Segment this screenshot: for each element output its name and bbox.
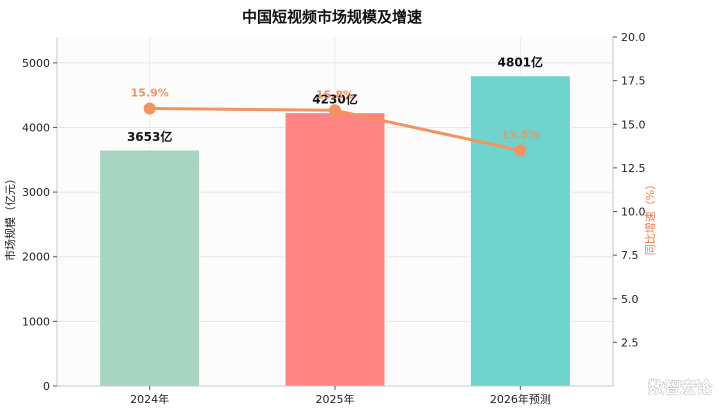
y2-tick-label-4: 12.5 <box>621 162 646 175</box>
bar-value-labels: 3653亿 4230亿 4801亿 <box>127 55 543 144</box>
y2-tick-label-3: 10.0 <box>621 206 646 219</box>
chart-title: 中国短视频市场规模及增速 <box>242 8 422 26</box>
y2-tick-label-6: 17.5 <box>621 75 646 88</box>
growth-rate-labels: 15.9% 15.8% 13.5% <box>131 87 540 142</box>
bar-value-label-2: 4801亿 <box>498 55 543 70</box>
y2-tick-label-5: 15.0 <box>621 118 646 131</box>
y-axis-title: 市场规模（亿元） <box>3 173 17 261</box>
growth-rate-point-0 <box>143 102 156 115</box>
x-tick-label-0: 2024年 <box>130 392 169 406</box>
growth-rate-line <box>143 102 527 157</box>
growth-rate-point-2 <box>514 144 527 157</box>
growth-rate-label-1: 15.8% <box>316 88 354 101</box>
bar-2 <box>469 75 571 387</box>
y-tick-label-4: 4000 <box>22 121 50 134</box>
bar-1 <box>284 112 386 387</box>
y2-tick-label-0: 2.5 <box>621 336 639 349</box>
y2-tick-label-2: 7.5 <box>621 249 639 262</box>
growth-rate-point-1 <box>329 104 341 117</box>
y2-tick-label-1: 5.0 <box>621 293 639 306</box>
bar-0 <box>99 149 201 387</box>
growth-rate-label-2: 13.5% <box>501 128 539 141</box>
bar-value-label-1: 4230亿 <box>312 92 357 107</box>
y-tick-label-2: 2000 <box>22 251 50 264</box>
bar-value-label-0: 3653亿 <box>127 129 172 144</box>
growth-rate-label-0: 15.9% <box>131 87 169 100</box>
y-tick-label-3: 3000 <box>22 186 50 199</box>
bars <box>99 75 571 387</box>
x-tick-label-1: 2025年 <box>316 392 355 406</box>
watermark: 数智宏论 <box>648 378 713 397</box>
x-tick-label-2: 2026年预测 <box>490 392 551 406</box>
y-tick-label-0: 0 <box>43 380 50 393</box>
left-axis-ticks: 0 1000 2000 3000 4000 5000 <box>22 57 57 393</box>
y-tick-label-1: 1000 <box>22 315 50 328</box>
x-axis-ticks: 2024年 2025年 2026年预测 <box>130 386 551 406</box>
y2-tick-label-7: 20.0 <box>621 31 646 44</box>
right-axis-ticks: 2.5 5.0 7.5 10.0 12.5 15.0 17.5 20.0 <box>613 31 646 349</box>
y-tick-label-5: 5000 <box>22 57 50 70</box>
y2-axis-title: 同比增速（%） <box>643 179 657 255</box>
